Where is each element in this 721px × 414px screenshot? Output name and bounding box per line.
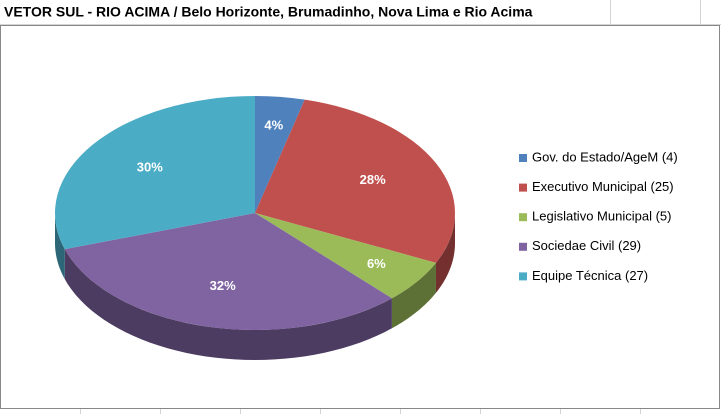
legend-swatch [519,272,527,281]
slice-side [435,213,455,293]
slice-side [55,213,65,280]
legend-swatch [519,183,527,192]
chart-title: VETOR SUL - RIO ACIMA / Belo Horizonte, … [4,4,533,20]
slice-side [64,249,392,360]
slice [255,213,436,299]
legend-label: Gov. do Estado/AgeM (4) [532,149,678,164]
data-label: 30% [137,160,163,175]
data-label: 6% [367,256,386,271]
legend-swatch [519,242,527,251]
data-label: 4% [264,117,283,132]
slice [255,96,305,213]
slice [54,96,255,250]
legend-swatch [519,213,527,222]
data-label: 32% [210,278,236,293]
legend-label: Executivo Municipal (25) [532,179,674,194]
data-label: 28% [360,172,386,187]
legend-label: Equipe Técnica (27) [532,268,648,283]
slice [255,99,455,263]
legend-label: Sociedae Civil (29) [532,238,641,253]
plot: 4% 28% 6% 32% 30% Gov. do Estado/AgeM (4) Exec… [54,96,678,360]
slice-side [391,262,436,329]
slice [64,213,392,330]
legend-label: Legislativo Municipal (5) [532,209,671,224]
legend-swatch [519,154,527,162]
